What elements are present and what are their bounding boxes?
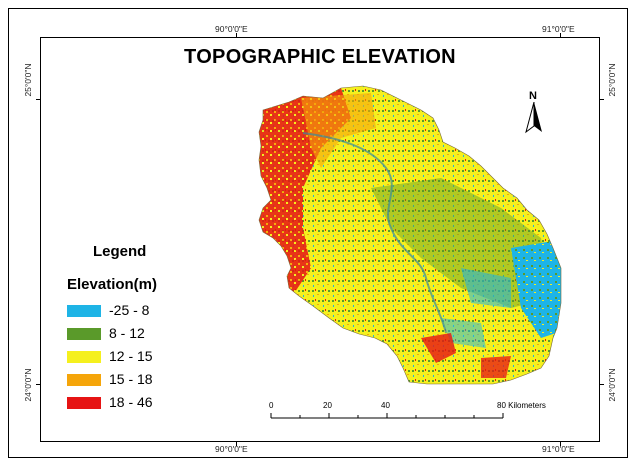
graticule-tick [560, 442, 561, 446]
legend-swatch [67, 351, 101, 363]
graticule-tick [236, 442, 237, 446]
legend-swatch [67, 305, 101, 317]
graticule-top-label-2: 91°0'0"E [542, 24, 575, 34]
legend-heading: Legend [93, 243, 147, 260]
map-title: TOPOGRAPHIC ELEVATION [184, 46, 456, 68]
legend-subheading: Elevation(m) [67, 276, 158, 293]
graticule-tick [36, 384, 40, 385]
legend-label: 12 - 15 [109, 348, 153, 364]
north-label: N [529, 90, 537, 102]
graticule-tick [560, 33, 561, 37]
scale-bar [270, 413, 504, 419]
graticule-left-label-2: 24°0'0"N [23, 368, 33, 402]
graticule-left-label-1: 25°0'0"N [23, 63, 33, 97]
legend-swatch [67, 374, 101, 386]
legend-label: 18 - 46 [109, 394, 153, 410]
legend-swatch [67, 328, 101, 340]
graticule-tick [600, 384, 604, 385]
legend-label: 8 - 12 [109, 325, 145, 341]
outer-frame [8, 8, 628, 458]
graticule-right-label-1: 25°0'0"N [607, 63, 617, 97]
north-arrow-icon [525, 102, 542, 134]
legend-swatch [67, 397, 101, 409]
legend-label: -25 - 8 [109, 302, 150, 318]
graticule-right-label-2: 24°0'0"N [607, 368, 617, 402]
scale-label-40: 40 [381, 401, 390, 410]
scale-label-80: 80 Kilometers [497, 401, 546, 410]
graticule-tick [36, 99, 40, 100]
elevation-map [258, 85, 562, 385]
graticule-tick [600, 99, 604, 100]
scale-label-0: 0 [269, 401, 274, 410]
legend-label: 15 - 18 [109, 371, 153, 387]
graticule-bottom-label-2: 91°0'0"E [542, 444, 575, 454]
graticule-top-label-1: 90°0'0"E [215, 24, 248, 34]
scale-label-20: 20 [323, 401, 332, 410]
graticule-bottom-label-1: 90°0'0"E [215, 444, 248, 454]
graticule-tick [236, 33, 237, 37]
map-frame: TOPOGRAPHIC ELEVATION [40, 37, 600, 442]
